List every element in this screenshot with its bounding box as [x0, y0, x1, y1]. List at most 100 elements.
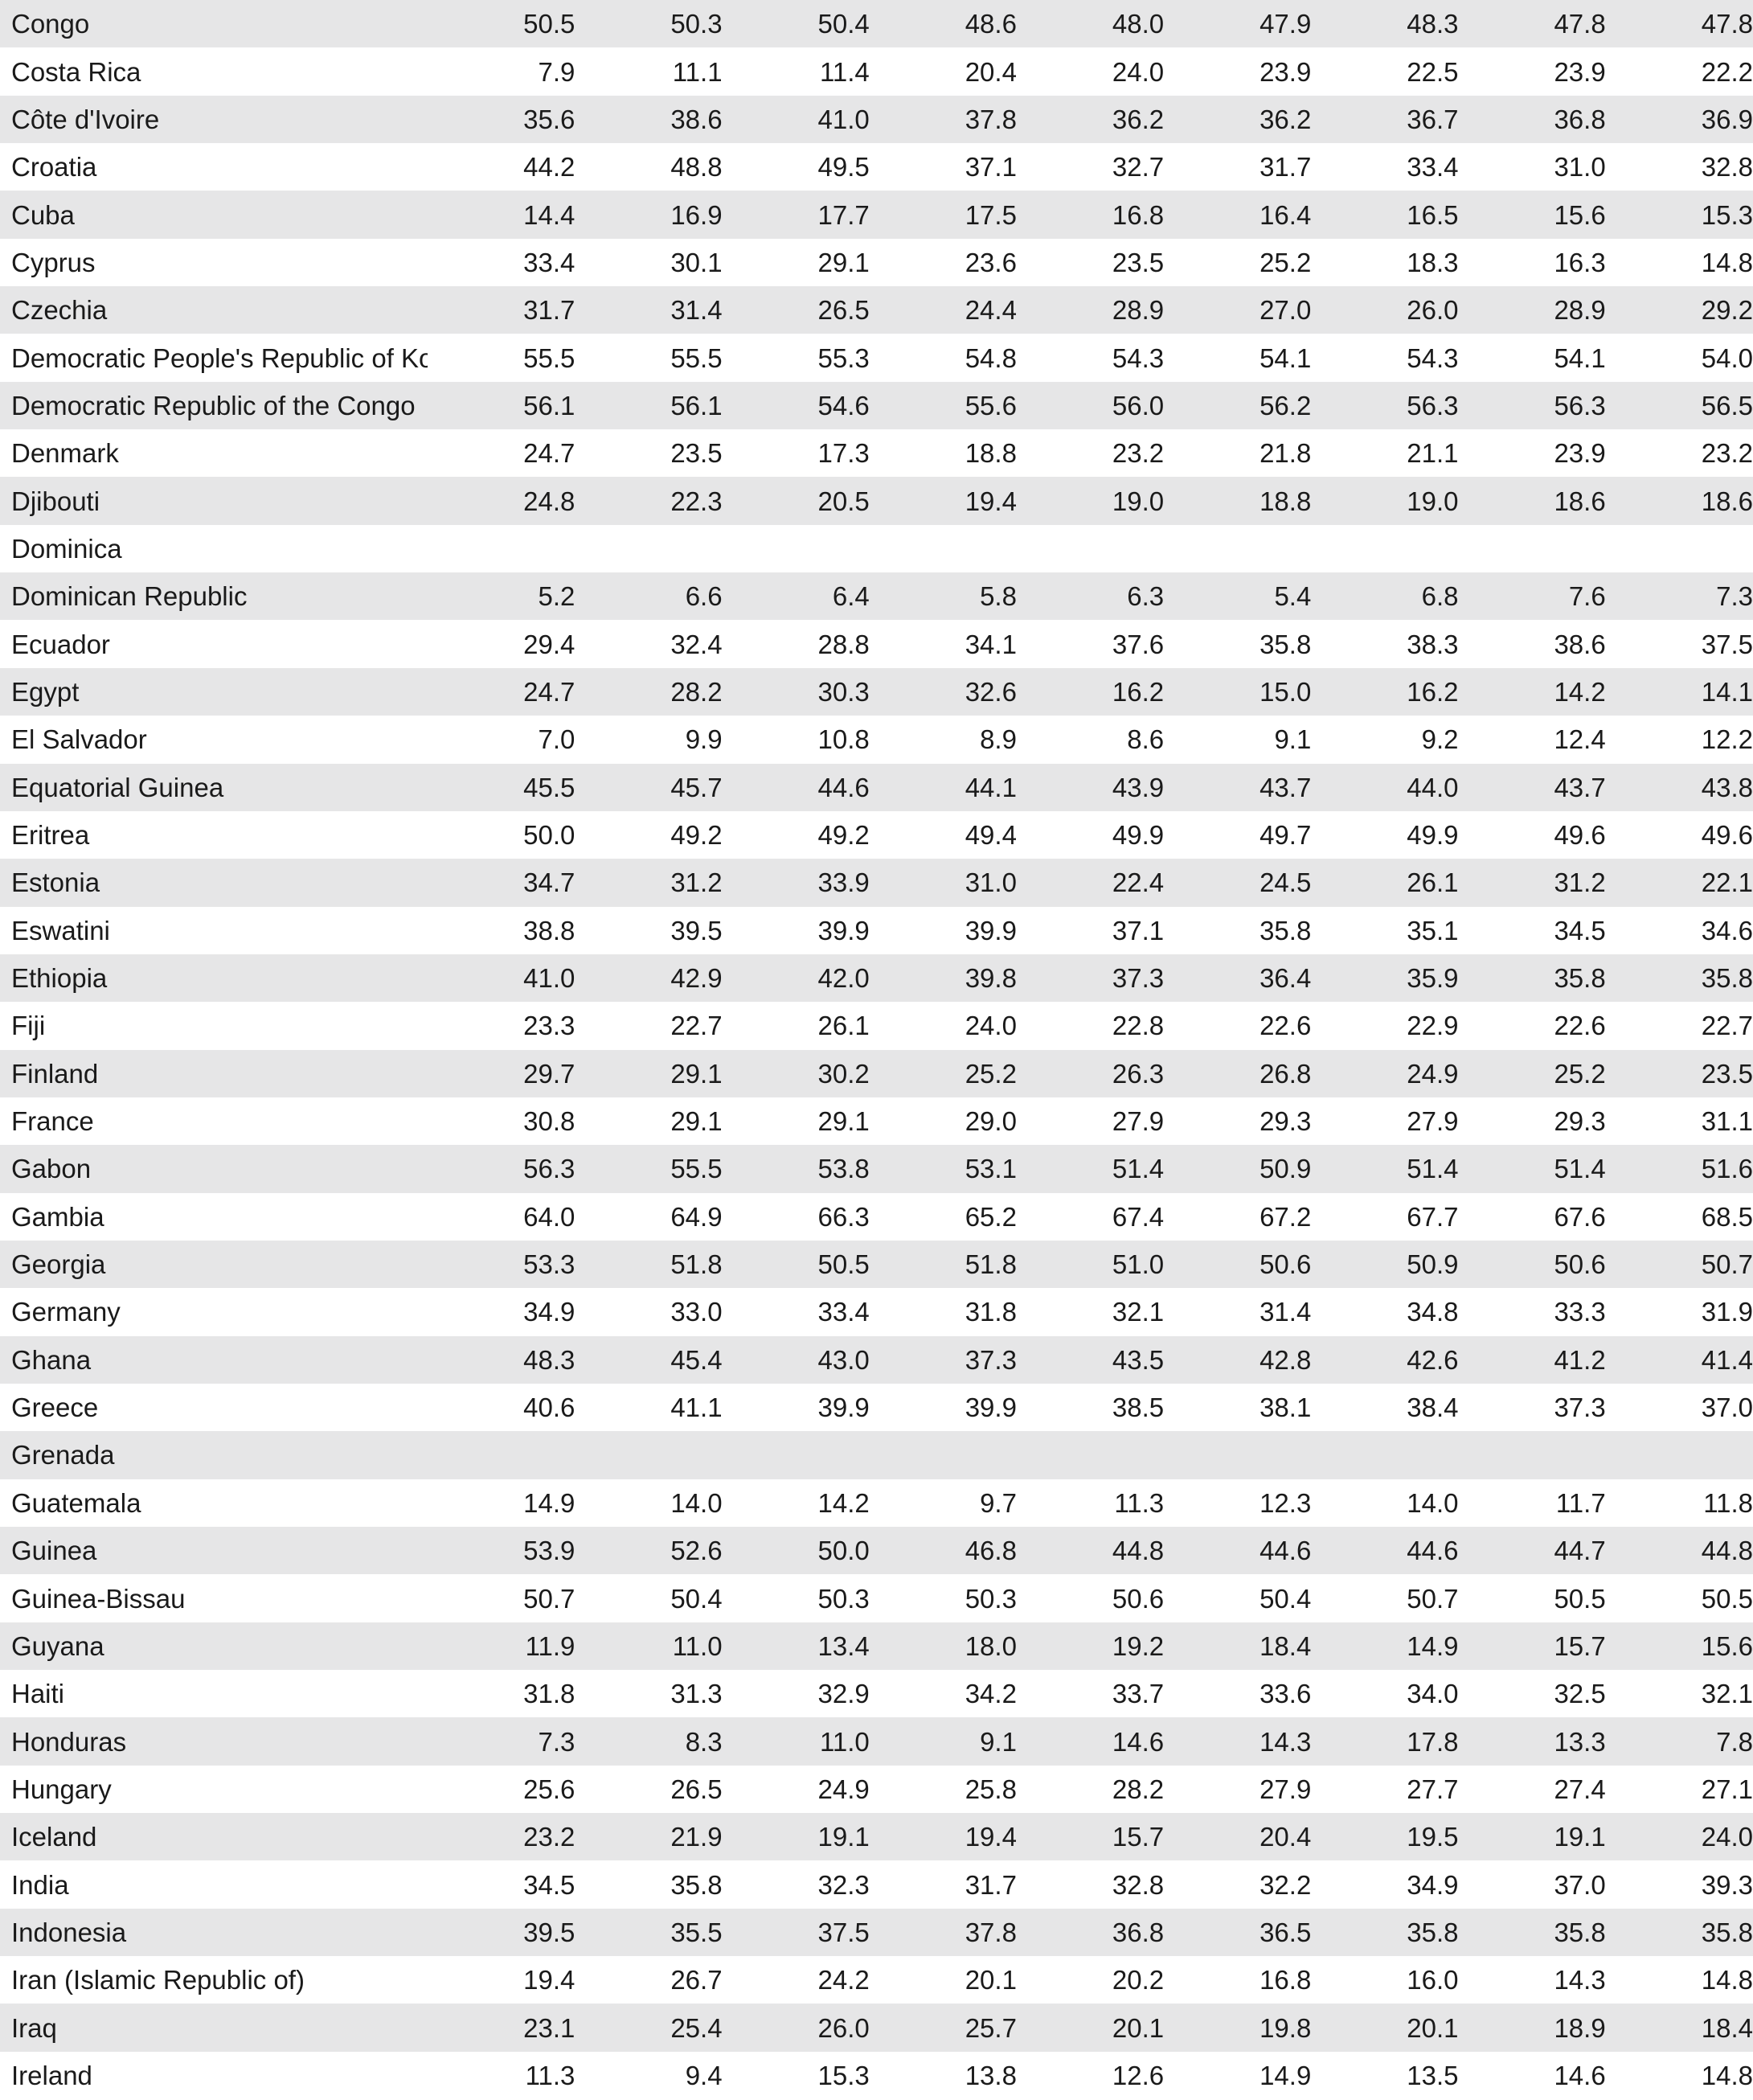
value-text: 22.3 [670, 486, 723, 516]
value-text: 43.8 [1701, 772, 1753, 802]
value-cell: 24.0 [1016, 47, 1165, 96]
table-row: Democratic People's Republic of Korea 55.… [0, 334, 1753, 382]
value-text: 23.9 [1554, 438, 1606, 469]
value-cell: 20.1 [1311, 2004, 1459, 2052]
value-text: 49.2 [670, 820, 723, 851]
value-cell [575, 1431, 723, 1479]
value-text: 15.7 [1554, 1630, 1606, 1661]
value-cell: 29.1 [722, 1097, 870, 1146]
value-text: 23.9 [1554, 56, 1606, 87]
country-cell: El Salvador [0, 716, 428, 764]
value-text: 10.8 [817, 724, 870, 755]
value-text: 33.0 [670, 1297, 723, 1327]
value-text: 23.5 [1701, 1058, 1753, 1089]
table-row: Cyprus 33.4 30.1 29.1 23.6 23.5 25.2 18.3 16.3 14… [0, 238, 1753, 287]
value-text: 16.2 [1407, 676, 1459, 707]
value-cell: 18.6 [1458, 477, 1606, 525]
value-text: 51.6 [1701, 1154, 1753, 1184]
value-text: 43.9 [1112, 772, 1165, 802]
value-text: 23.1 [523, 2012, 575, 2043]
value-text: 24.7 [523, 438, 575, 469]
value-cell: 47.8 [1605, 0, 1753, 48]
value-text: 36.2 [1259, 104, 1312, 134]
value-text: 32.9 [817, 1679, 870, 1709]
table-row: Congo 50.5 50.3 50.4 48.6 48.0 47.9 48.3 47.8 47.… [0, 0, 1753, 48]
value-text: 23.5 [670, 438, 723, 469]
value-text: 67.2 [1259, 1201, 1312, 1232]
value-cell: 34.7 [428, 859, 575, 907]
value-cell: 65.2 [869, 1192, 1017, 1241]
value-cell: 22.2 [1605, 47, 1753, 96]
value-text: 31.7 [965, 1869, 1017, 1900]
value-text: 50.3 [670, 9, 723, 39]
value-text: 34.2 [965, 1679, 1017, 1709]
value-cell: 38.8 [428, 906, 575, 954]
table-row: Estonia 34.7 31.2 33.9 31.0 22.4 24.5 26.1 31.2 2… [0, 859, 1753, 907]
value-text: 15.6 [1554, 199, 1606, 230]
value-text: 41.2 [1554, 1344, 1606, 1375]
value-cell: 43.0 [722, 1335, 870, 1384]
table-row: Honduras 7.3 8.3 11.0 9.1 14.6 14.3 17.8 13.3 7.8 [0, 1717, 1753, 1766]
value-cell: 14.4 [428, 191, 575, 239]
value-cell: 12.6 [1016, 2051, 1165, 2100]
value-cell: 36.2 [1164, 95, 1312, 144]
value-text: 30.8 [523, 1106, 575, 1137]
value-cell: 7.9 [428, 47, 575, 96]
value-cell: 54.1 [1458, 334, 1606, 382]
value-cell: 56.3 [1311, 381, 1459, 430]
value-cell: 27.0 [1164, 286, 1312, 334]
value-cell: 22.9 [1311, 1002, 1459, 1050]
value-text: 22.9 [1407, 1011, 1459, 1041]
value-text: 11.4 [819, 56, 870, 87]
value-text: 14.0 [670, 1487, 723, 1518]
value-text: 56.3 [523, 1154, 575, 1184]
value-text: 55.5 [670, 1154, 723, 1184]
value-cell: 26.1 [1311, 859, 1459, 907]
value-cell: 56.0 [1016, 381, 1165, 430]
value-text: 14.2 [817, 1487, 870, 1518]
value-cell: 42.9 [575, 954, 723, 1003]
value-cell: 49.2 [575, 810, 723, 859]
value-text: 15.3 [817, 2060, 870, 2090]
value-cell [1164, 1431, 1312, 1479]
value-text: 46.8 [965, 1536, 1017, 1566]
value-text: 32.4 [670, 629, 723, 659]
value-text: 33.4 [817, 1297, 870, 1327]
value-text: 53.3 [523, 1249, 575, 1280]
value-cell: 11.8 [1605, 1479, 1753, 1527]
value-text: 5.2 [538, 581, 575, 612]
value-cell: 42.6 [1311, 1335, 1459, 1384]
table-row: India 34.5 35.8 32.3 31.7 32.8 32.2 34.9 37.0 39.… [0, 1860, 1753, 1909]
value-cell: 18.4 [1605, 2004, 1753, 2052]
value-text: 35.8 [1259, 915, 1312, 945]
value-text: 55.6 [965, 390, 1017, 420]
value-text: 31.2 [1554, 867, 1606, 898]
value-cell: 31.3 [575, 1670, 723, 1718]
value-text: 13.8 [965, 2060, 1017, 2090]
value-text: 54.3 [1407, 342, 1459, 373]
value-cell: 16.8 [1164, 1956, 1312, 2004]
value-cell: 48.8 [575, 143, 723, 191]
value-cell: 52.6 [575, 1527, 723, 1575]
value-text: 15.3 [1701, 199, 1753, 230]
value-cell: 33.9 [722, 859, 870, 907]
value-text: 21.9 [670, 1822, 723, 1852]
value-cell: 6.3 [1016, 572, 1165, 621]
value-text: 37.8 [965, 104, 1017, 134]
value-cell: 19.2 [1016, 1622, 1165, 1671]
value-text: 29.1 [817, 247, 870, 277]
value-text: 44.6 [1407, 1536, 1459, 1566]
value-cell: 7.0 [428, 716, 575, 764]
value-text: 31.2 [670, 867, 723, 898]
value-cell: 31.0 [869, 859, 1017, 907]
value-text: 11.8 [1703, 1487, 1753, 1518]
value-cell: 20.4 [1164, 1813, 1312, 1861]
value-cell: 7.3 [428, 1717, 575, 1766]
value-cell [1458, 524, 1606, 573]
value-cell: 23.1 [428, 2004, 575, 2052]
value-cell: 35.8 [1164, 906, 1312, 954]
value-cell: 49.6 [1605, 810, 1753, 859]
value-text: 64.0 [523, 1201, 575, 1232]
value-cell: 55.3 [722, 334, 870, 382]
value-cell: 31.7 [428, 286, 575, 334]
